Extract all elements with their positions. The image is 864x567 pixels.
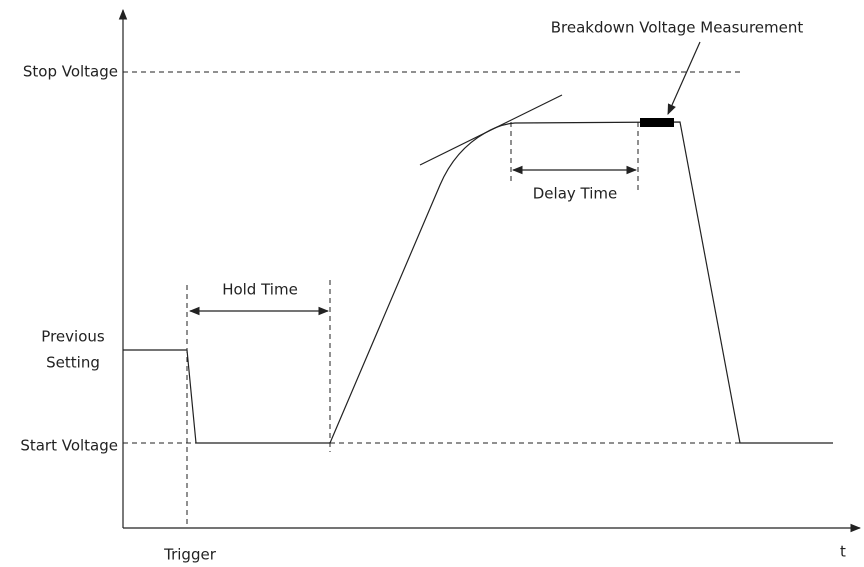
previous-setting-label: Previous <box>41 328 105 346</box>
measurement-bar <box>640 118 674 127</box>
breakdown-arrow <box>667 41 701 115</box>
start-voltage-label: Start Voltage <box>20 437 118 455</box>
time-label: t <box>840 543 846 561</box>
hold-time-label: Hold Time <box>222 281 298 299</box>
delay-time-label: Delay Time <box>533 185 618 203</box>
trigger-label: Trigger <box>163 546 217 564</box>
tangent-line <box>419 94 563 166</box>
previous-setting-label: Setting <box>46 354 100 372</box>
stop-voltage-label: Stop Voltage <box>23 63 118 81</box>
breakdown-label: Breakdown Voltage Measurement <box>551 19 804 37</box>
